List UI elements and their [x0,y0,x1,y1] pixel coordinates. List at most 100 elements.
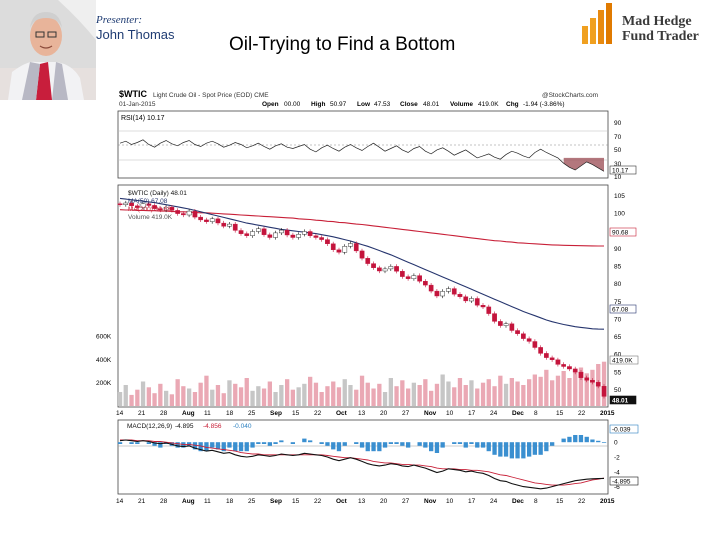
price-candle [428,284,434,292]
macd-hist-bar [359,442,365,448]
ma50-last-box [609,304,637,314]
volume-bar [486,379,491,406]
volume-bar [129,394,134,406]
chg-label: Chg [506,101,519,108]
macd-hist-bar [561,438,566,443]
volume-bar [382,392,388,406]
x-tick-label: 24 [490,410,498,417]
price-candle [509,323,515,331]
x-tick-label: 25 [248,410,256,417]
price-candle [244,233,250,236]
price-candle [227,223,232,227]
macd-hist-bar [319,442,324,444]
price-candle [261,228,267,235]
price-candle [290,234,296,238]
rsi-tick-30: 30 [614,161,622,168]
volume-bar [584,373,589,406]
macd-hist-bar [429,442,434,452]
presenter-block: Presenter: John Thomas [96,14,175,42]
macd-hist-bar [515,442,520,459]
price-candle [129,202,134,206]
volume-bar [198,382,203,406]
volume-bar [411,382,416,406]
x-tick-label: 22 [314,498,322,505]
volume-bar [359,375,365,406]
price-candle [417,275,423,282]
x-axis-labels-top: 14 21 28 Aug 11 18 25 Sep 15 22 Oct 13 20 27 Nov 10 17 24… [116,410,615,417]
price-candle [578,371,584,378]
macd-hist-bar [371,442,376,452]
rsi-ticks: 90 70 50 30 10 [614,120,622,181]
macd-panel-frame [117,419,609,495]
x-tick-label: 11 [204,498,211,505]
price-candle [296,234,302,238]
price-candle [186,210,192,216]
price-candle [146,203,152,206]
price-ticks: 10510095908580757065605550 [614,193,625,394]
price-legend: $WTIC (Daily) 48.01 MA(50) 67.08 MA(200)… [128,190,187,221]
price-candle [192,210,198,218]
macd-hist-bar [492,442,497,455]
price-candle [365,258,371,264]
price-candle [342,246,348,253]
price-candle [388,266,394,270]
price-candle [400,271,405,277]
ma50-last-value: 67.08 [612,307,629,314]
macd-hist-bar [158,442,163,448]
volume-bar [377,383,382,406]
volume-bar [463,385,468,406]
macd-hist-bar [227,442,232,448]
price-candle [221,222,227,227]
macd-hist-bar [578,435,584,443]
macd-hist-bar [382,442,388,448]
x-tick-label: 15 [556,498,564,505]
price-candle [469,298,474,302]
volume-bar [480,382,486,406]
low-label: Low [357,101,371,108]
volume-bar [181,386,186,406]
macd-hist-bar [377,442,382,452]
x-tick-label: 17 [468,410,476,417]
macd-hist-bar [406,442,411,448]
x-tick-label: 25 [248,498,256,505]
price-candle [411,275,417,280]
chart-date: 01-Jan-2015 [119,101,156,108]
macd-hist-bar [325,442,330,446]
price-candle [503,323,509,326]
macd-hist-bar [590,439,595,443]
macd-histogram [117,435,607,459]
macd-last2-box [609,476,639,486]
price-candle [267,234,273,238]
volume-bar [221,393,226,406]
price-candle [209,218,215,222]
price-candle [434,290,440,297]
price-tick-label: 65 [614,334,622,341]
x-tick-label: Aug [182,410,195,417]
logo-text: Mad Hedge Fund Trader [622,14,699,44]
price-tick-label: 90 [614,246,622,253]
macd-hist-bar [480,442,486,448]
price-candle [440,291,446,297]
volume-bar [601,361,607,406]
macd-hist-bar [400,442,405,446]
x-tick-label: 13 [358,410,366,417]
macd-hist-bar [486,442,491,452]
price-candle [474,298,480,306]
macd-label-name: MACD(12,26,9) [127,423,172,430]
price-candle [463,296,469,302]
x-tick-label: 14 [116,410,124,417]
x-tick-label: 8 [534,498,538,505]
legend-volume: Volume 419.0K [128,214,173,221]
price-tick-label: 105 [614,193,625,200]
volume-bar [400,380,405,406]
volume-bar [233,383,238,406]
x-tick-label: Sep [270,498,282,505]
chart-credit: @StockCharts.com [542,92,598,99]
macd-hist-bar [509,442,514,459]
volume-bar [446,381,451,406]
volume-bar [175,379,180,406]
volume-bar [285,379,290,406]
presenter-label: Presenter: [96,14,143,26]
macd-signal-value: -4.856 [203,423,222,430]
x-tick-label: Dec [512,498,524,505]
